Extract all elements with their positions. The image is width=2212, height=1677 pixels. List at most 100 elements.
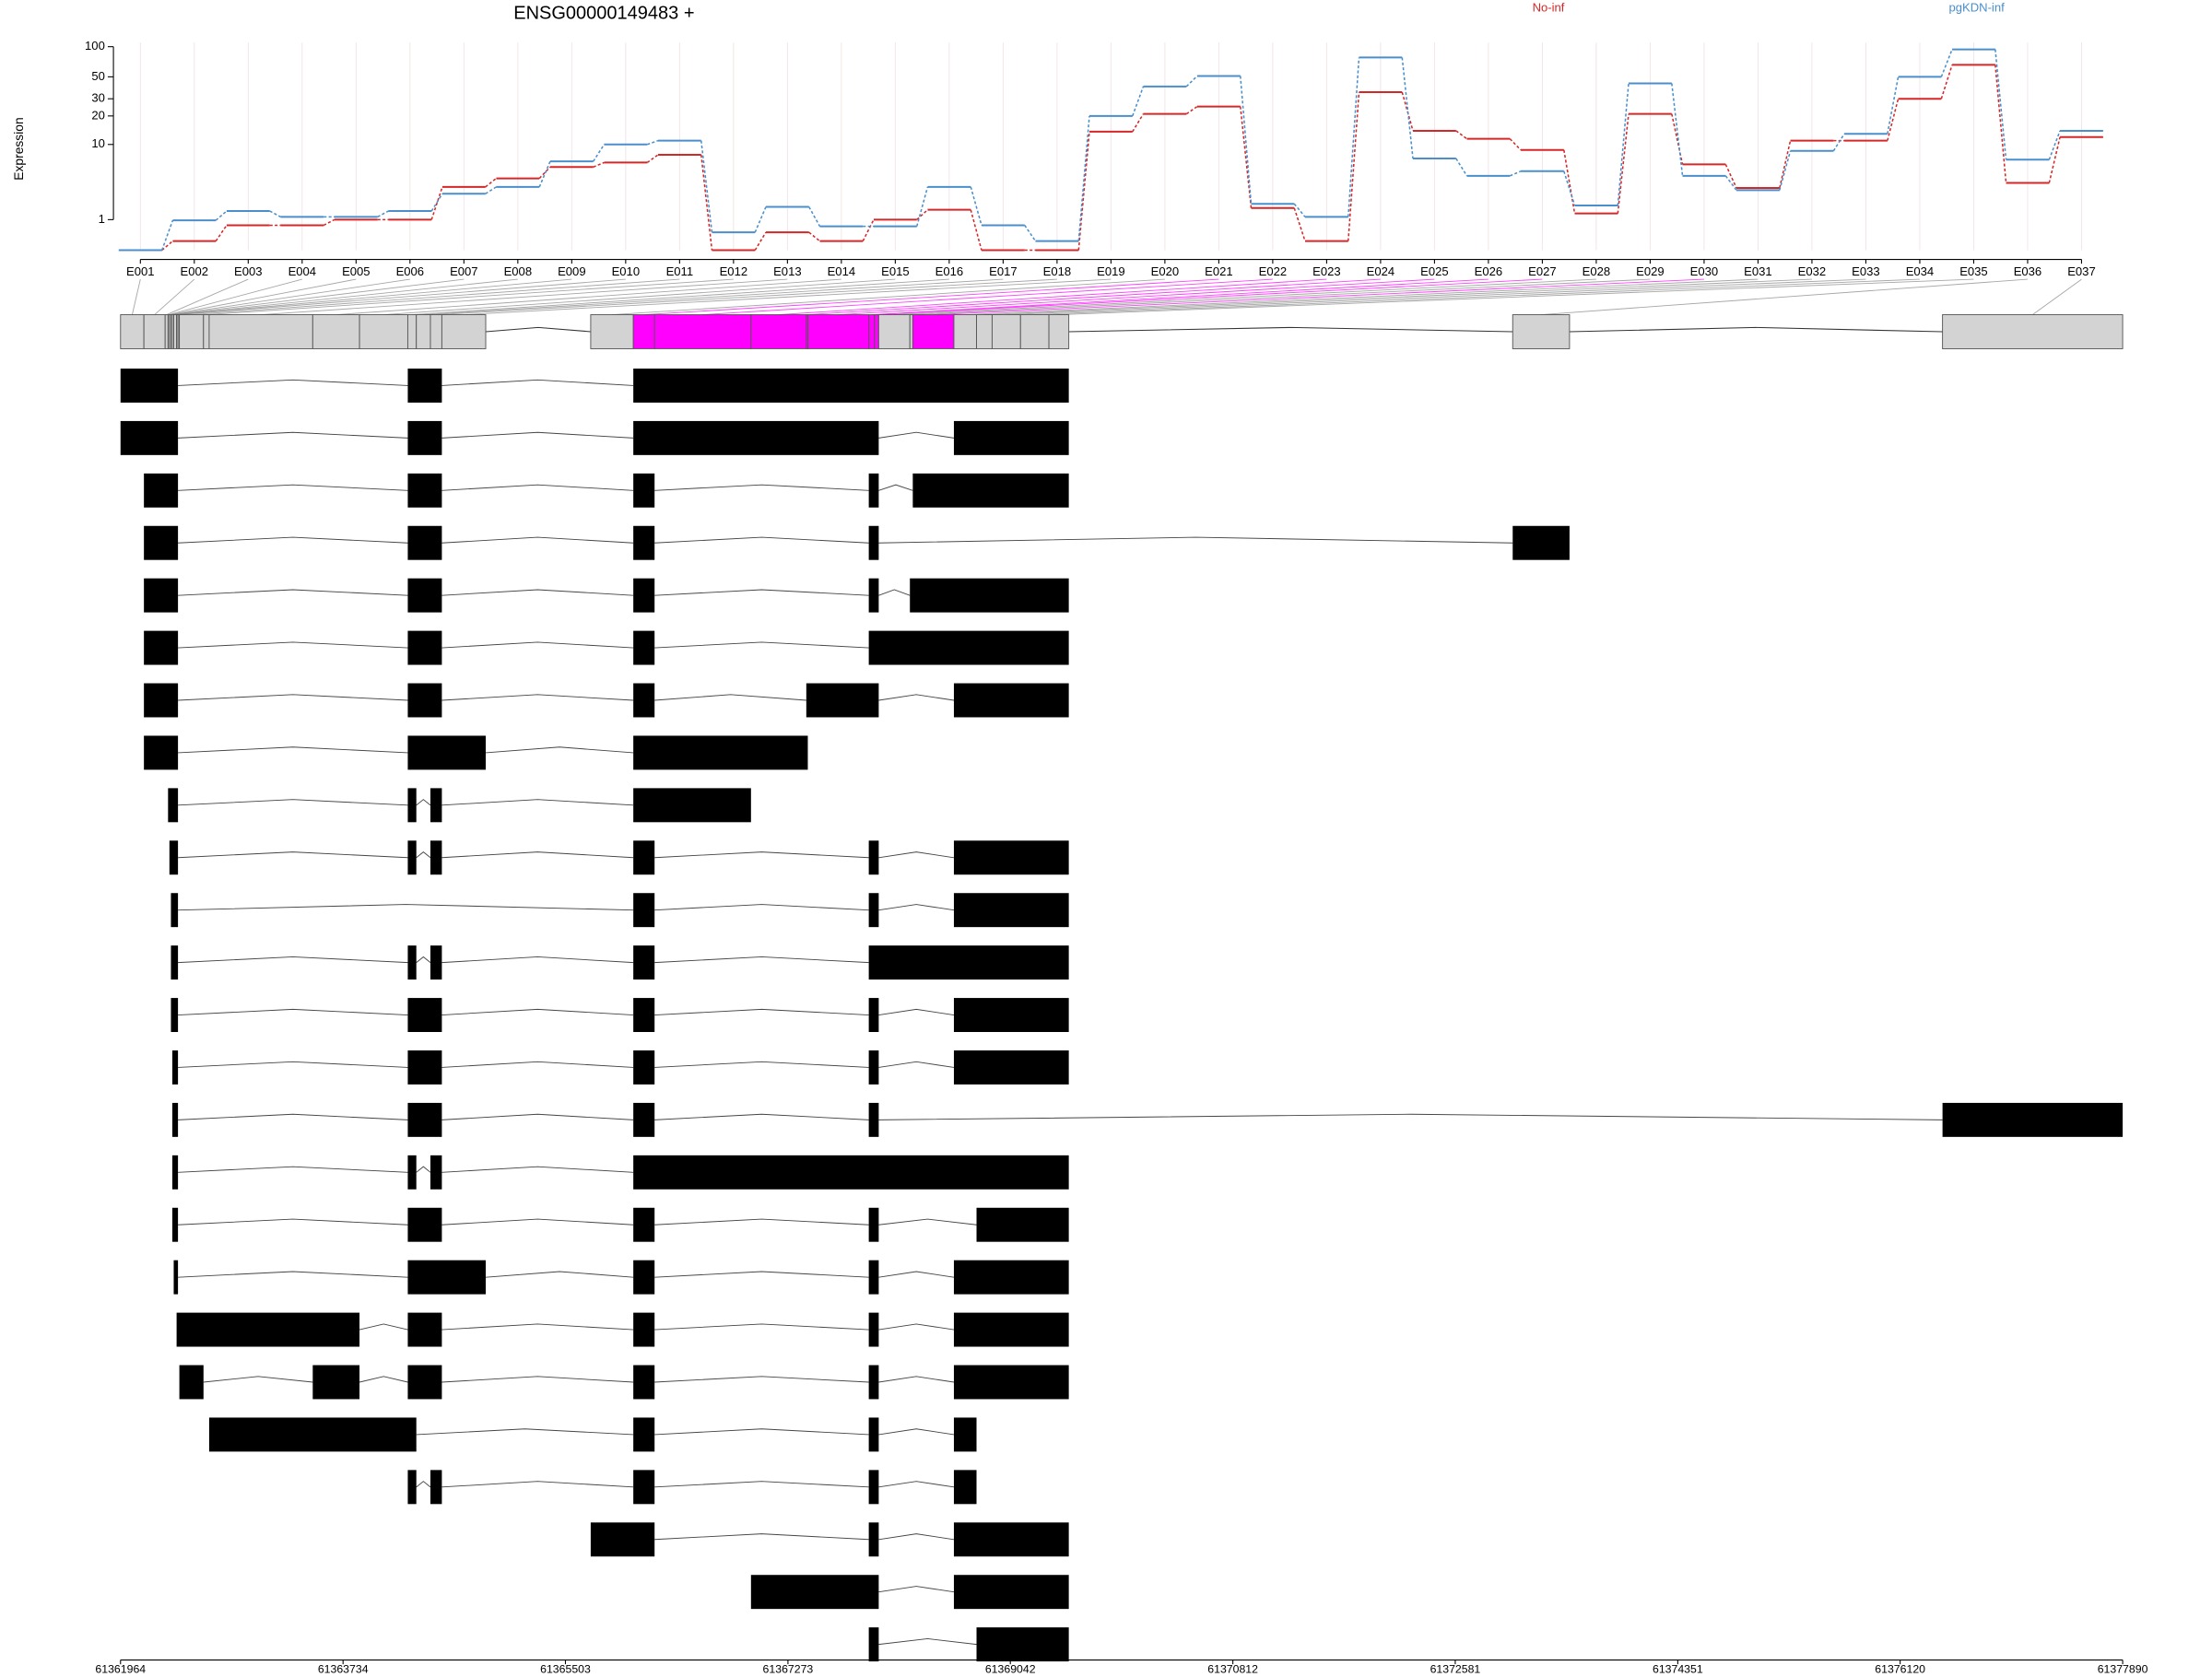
step-connector: [754, 231, 767, 251]
step-connector: [1509, 138, 1522, 151]
bin-link: [191, 278, 680, 315]
transcript-exon: [868, 473, 879, 508]
exon-bin: [874, 314, 879, 349]
transcript-exon: [976, 1627, 1069, 1662]
x-tick-label: E029: [1636, 264, 1665, 278]
x-tick-label: E020: [1151, 264, 1180, 278]
exon-bin: [1048, 314, 1070, 349]
transcript-exon: [868, 1470, 879, 1505]
intron: [441, 379, 634, 386]
x-tick-label: E004: [288, 264, 317, 278]
intron: [178, 904, 634, 911]
transcript-exon: [407, 998, 442, 1032]
intron: [178, 694, 408, 701]
y-tick-label: 100: [85, 39, 105, 53]
y-tick-label: 10: [91, 136, 105, 150]
transcript-exon: [868, 998, 879, 1032]
intron: [441, 589, 634, 596]
transcript-exon: [953, 893, 1069, 928]
intron: [654, 904, 869, 911]
transcript-exon: [1942, 1102, 2124, 1137]
exon-bin: [164, 314, 169, 349]
step-connector: [1347, 91, 1360, 241]
intron: [878, 1586, 955, 1593]
transcript-exon: [312, 1365, 360, 1400]
intron: [878, 904, 955, 911]
bin-link: [170, 278, 357, 315]
step-connector: [1293, 203, 1306, 217]
transcript-exon: [868, 1312, 879, 1347]
transcript-exon: [633, 1365, 655, 1400]
transcript-exon: [407, 369, 442, 403]
bin-link: [806, 278, 1381, 315]
step-connector: [593, 144, 606, 162]
transcript-exon: [750, 1575, 879, 1610]
step-connector: [1563, 149, 1576, 214]
exon-bin: [807, 314, 870, 349]
transcript-exon: [953, 1417, 977, 1452]
intron: [441, 1061, 634, 1068]
intron: [878, 484, 913, 491]
transcript-exon: [633, 1050, 655, 1085]
intron: [654, 589, 869, 596]
intron: [878, 1008, 955, 1015]
intron: [441, 1481, 634, 1488]
intron: [441, 536, 634, 544]
x-tick-label: E012: [720, 264, 748, 278]
exon-bin: [406, 314, 418, 349]
transcript-exon: [953, 998, 1069, 1032]
exon-bin: [590, 314, 634, 349]
x-tick-label: E008: [504, 264, 533, 278]
step-connector: [1671, 113, 1684, 165]
intron: [178, 641, 408, 649]
transcript-exon: [953, 1522, 1069, 1557]
intron: [178, 484, 408, 491]
intron: [654, 956, 869, 964]
x-tick-label: 61376120: [1875, 1663, 1925, 1676]
transcript-exon: [429, 840, 442, 875]
transcript-exon: [429, 945, 442, 980]
transcript-exon: [868, 1365, 879, 1400]
intron: [878, 1481, 955, 1488]
step-connector: [1132, 86, 1145, 117]
intron: [654, 1533, 869, 1541]
bin-link: [1006, 278, 1866, 315]
intron: [178, 956, 408, 964]
x-tick-label: E021: [1205, 264, 1233, 278]
x-tick-label: E001: [126, 264, 155, 278]
x-tick-label: E027: [1528, 264, 1557, 278]
intron: [654, 1008, 869, 1015]
bin-link: [436, 278, 1057, 315]
x-tick-label: E007: [450, 264, 478, 278]
exon-bin: [203, 314, 210, 349]
transcript-exon: [953, 1575, 1069, 1610]
x-tick-label: E036: [2014, 264, 2042, 278]
transcript-exon: [912, 473, 1069, 508]
intron: [878, 1271, 955, 1278]
bin-link: [1034, 278, 1920, 315]
intron: [359, 1376, 408, 1383]
intron: [178, 589, 408, 596]
y-tick-label: 30: [91, 91, 105, 105]
step-connector: [1724, 175, 1737, 191]
transcript-exon: [208, 1417, 417, 1452]
x-tick-label: E016: [935, 264, 964, 278]
exon-bin: [143, 314, 166, 349]
transcript-exon: [953, 420, 1069, 455]
exon-bin: [429, 314, 442, 349]
bin-link: [2032, 278, 2082, 315]
bin-link: [778, 278, 1327, 315]
x-tick-label: 61377890: [2098, 1663, 2148, 1676]
step-connector: [1779, 140, 1792, 189]
intron: [878, 851, 955, 859]
step-connector: [1617, 113, 1630, 214]
transcript-exon: [953, 1260, 1069, 1295]
step-connector: [1240, 76, 1253, 205]
step-connector: [1132, 113, 1145, 133]
exon-bin: [1512, 314, 1571, 349]
transcript-exon: [633, 420, 879, 455]
step-connector: [1510, 170, 1522, 177]
step-connector: [1832, 133, 1845, 152]
intron: [441, 694, 634, 701]
x-tick-label: E013: [773, 264, 802, 278]
